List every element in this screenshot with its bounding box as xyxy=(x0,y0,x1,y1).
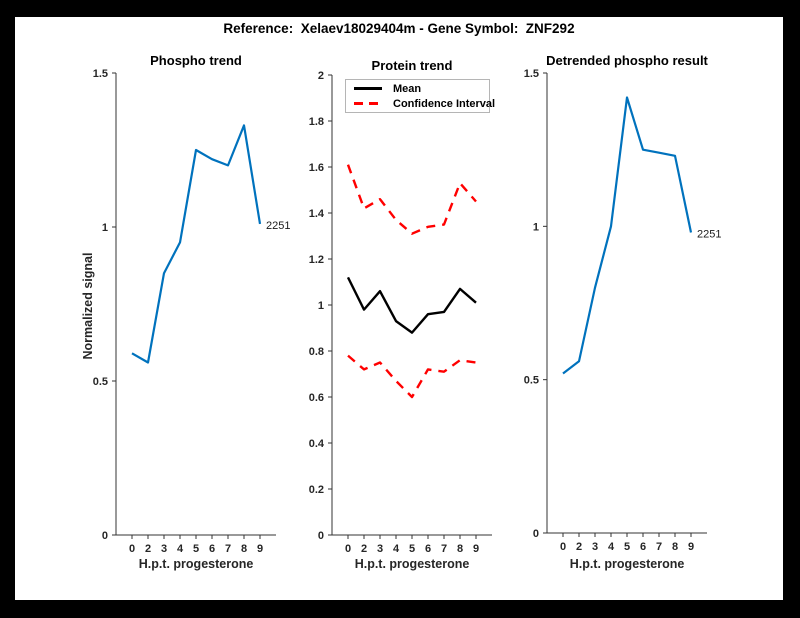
x-tick-label: 5 xyxy=(193,543,199,555)
figure-canvas: Reference: Xelaev18029404m - Gene Symbol… xyxy=(15,17,783,600)
y-tick-label: 1.6 xyxy=(309,162,324,174)
x-tick-label: 5 xyxy=(409,543,415,555)
legend-item-mean: Mean xyxy=(346,83,489,95)
endpoint-label: 2251 xyxy=(697,228,721,240)
x-tick-label: 7 xyxy=(441,543,447,555)
legend-label-confidence-interval: Confidence Interval xyxy=(393,97,496,110)
x-tick-label: 9 xyxy=(257,543,263,555)
y-tick-label: 0.4 xyxy=(309,438,325,450)
x-tick-label: 8 xyxy=(457,543,463,555)
y-tick-label: 1.2 xyxy=(309,254,324,266)
series-line-phospho-signal xyxy=(131,124,262,364)
legend: Mean Confidence Interval xyxy=(345,79,495,113)
mean-line-sample xyxy=(354,87,382,90)
y-tick-label: 0 xyxy=(318,530,324,542)
legend-label-mean: Mean xyxy=(393,82,422,95)
x-tick-label: 6 xyxy=(425,543,431,555)
y-tick-label: 1 xyxy=(102,222,108,234)
x-tick-label: 4 xyxy=(608,541,615,553)
subplot2-title: Protein trend xyxy=(371,58,453,73)
x-tick-label: 4 xyxy=(393,543,400,555)
y-tick-label: 1.5 xyxy=(524,68,539,80)
x-tick-label: 7 xyxy=(225,543,231,555)
x-tick-label: 3 xyxy=(592,541,598,553)
legend-item-confidence-interval: Confidence Interval xyxy=(346,98,495,110)
series-line-mean xyxy=(346,276,477,334)
series-line-detrended-phospho-signal xyxy=(562,96,693,375)
subplot-2: 00.20.40.60.811.21.41.61.820 2 3 4 5 6 7 8 9 xyxy=(309,70,492,555)
x-tick-label: 6 xyxy=(209,543,215,555)
x-tick-label: 5 xyxy=(624,541,630,553)
x-tick-label: 2 xyxy=(576,541,582,553)
x-tick-label: 2 xyxy=(361,543,367,555)
y-tick-label: 0.8 xyxy=(309,346,324,358)
y-tick-label: 0 xyxy=(102,530,108,542)
x-tick-label: 0 xyxy=(345,543,351,555)
confidence-interval-line-sample xyxy=(354,102,382,105)
y-tick-label: 1.8 xyxy=(309,116,324,128)
x-tick-label: 7 xyxy=(656,541,662,553)
x-tick-label: 9 xyxy=(473,543,479,555)
subplot3-x-axis-label: H.p.t. progesterone xyxy=(569,557,685,571)
subplot2-x-axis-label: H.p.t. progesterone xyxy=(354,557,470,571)
y-tick-label: 1.5 xyxy=(93,68,108,80)
x-tick-label: 0 xyxy=(129,543,135,555)
x-tick-label: 4 xyxy=(177,543,184,555)
x-tick-label: 8 xyxy=(672,541,678,553)
series-line-ci-lower xyxy=(347,354,477,399)
subplot1-title: Phospho trend xyxy=(150,53,242,68)
y-tick-label: 0.5 xyxy=(93,376,108,388)
y-tick-label: 0.6 xyxy=(309,392,324,404)
endpoint-label: 2251 xyxy=(266,220,290,232)
x-tick-label: 3 xyxy=(377,543,383,555)
figure-title: Reference: Xelaev18029404m - Gene Symbol… xyxy=(223,21,575,36)
y-tick-label: 1.4 xyxy=(309,208,325,220)
x-tick-label: 2 xyxy=(145,543,151,555)
y-tick-label: 1 xyxy=(318,300,324,312)
y-tick-label: 1 xyxy=(533,221,539,233)
series-line-ci-upper xyxy=(346,164,477,235)
y-tick-label: 0.2 xyxy=(309,484,324,496)
subplot3-title: Detrended phospho result xyxy=(546,53,708,68)
y-tick-label: 0 xyxy=(533,528,539,540)
x-tick-label: 3 xyxy=(161,543,167,555)
subplot1-x-axis-label: H.p.t. progesterone xyxy=(138,557,254,571)
x-tick-label: 6 xyxy=(640,541,646,553)
x-tick-label: 9 xyxy=(688,541,694,553)
x-tick-label: 8 xyxy=(241,543,247,555)
y-axis-label: Normalized signal xyxy=(81,252,95,360)
y-tick-label: 0.5 xyxy=(524,375,539,387)
y-tick-label: 2 xyxy=(318,70,324,82)
x-tick-label: 0 xyxy=(560,541,566,553)
charts-canvas: 00.511.50 2 3 4 5 6 7 8 9225100.20.40.60.811.21.… xyxy=(93,68,722,555)
